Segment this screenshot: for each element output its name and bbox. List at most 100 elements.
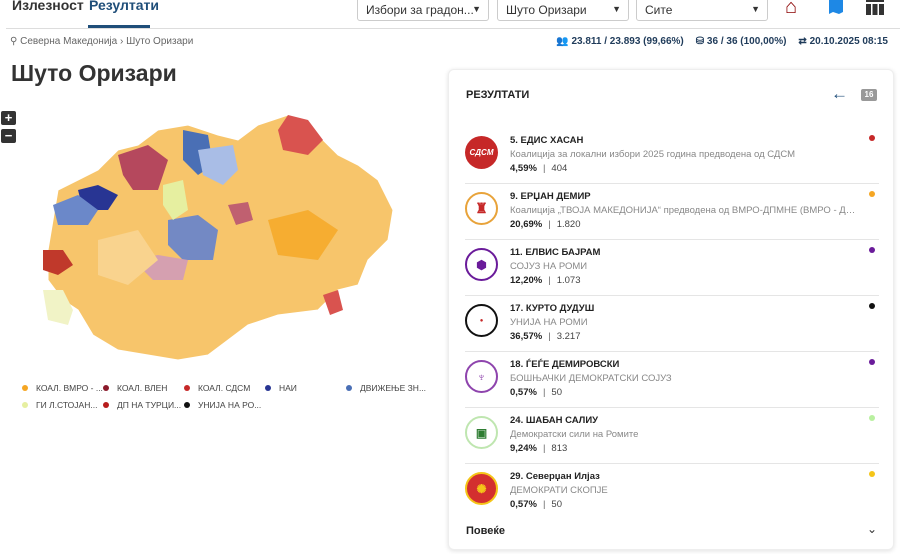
count-badge: 16 <box>861 89 877 101</box>
result-votes: 3.217 <box>556 331 581 342</box>
divider <box>6 28 900 29</box>
results-title: РЕЗУЛТАТИ <box>466 89 530 101</box>
results-panel: РЕЗУЛТАТИ ← 16 СДСМ 5. ЕДИС ХАСАН Коалиц… <box>448 69 894 550</box>
map-region[interactable] <box>53 195 98 225</box>
legend-label: ГИ Л.СТОЈАН... <box>36 400 98 410</box>
candidate-name: 5. ЕДИС ХАСАН <box>510 135 584 146</box>
party-name: БОШЊАЧКИ ДЕМОКРАТСКИ СОЈУЗ <box>510 373 672 384</box>
separator: | <box>548 219 551 230</box>
legend-label: НАИ <box>279 383 297 393</box>
legend-item[interactable]: НАИ <box>265 383 297 393</box>
result-row[interactable]: ● 17. КУРТО ДУДУШ УНИЈА НА РОМИ 36,57% | 3… <box>465 296 879 352</box>
candidate-name: 18. ЃЕЃЕ ДЕМИРОВСКИ <box>510 359 620 370</box>
result-votes: 50 <box>551 387 562 398</box>
back-arrow-icon[interactable]: ← <box>831 84 848 103</box>
chevron-down-icon[interactable]: ⌄ <box>866 522 877 536</box>
party-color-dot <box>869 247 875 253</box>
election-select-value: Избори за градон... <box>366 3 474 17</box>
party-logo-icon: ♆ <box>465 360 498 393</box>
result-values: 0,57% | 50 <box>510 387 562 398</box>
caret-down-icon: ▼ <box>472 4 481 14</box>
table-icon[interactable] <box>866 0 884 21</box>
result-percent: 0,57% <box>510 387 537 398</box>
result-row[interactable]: ⬢ 11. ЕЛВИС БАЈРАМ СОЈУЗ НА РОМИ 12,20% |… <box>465 240 879 296</box>
legend-label: КОАЛ. ВЛЕН <box>117 383 168 393</box>
result-row[interactable]: ♜ 9. ЕРЏАН ДЕМИР Коалиција „ТВОЈА МАКЕДО… <box>465 184 879 240</box>
breadcrumb: ⚲ Северна Македонија › Шуто Оризари <box>10 36 193 47</box>
candidate-name: 9. ЕРЏАН ДЕМИР <box>510 191 591 202</box>
tab-turnout[interactable]: Излезност <box>12 0 84 13</box>
party-logo-icon: ● <box>465 304 498 337</box>
map-region[interactable] <box>168 215 218 260</box>
legend-dot <box>103 385 109 391</box>
result-votes: 1.820 <box>556 219 581 230</box>
updated-stat: ⇄ 20.10.2025 08:15 <box>798 36 888 47</box>
party-name: Коалиција за локални избори 2025 година … <box>510 149 796 160</box>
legend-item[interactable]: ДВИЖЕЊЕ ЗН... <box>346 383 426 393</box>
result-values: 9,24% | 813 <box>510 443 567 454</box>
party-color-dot <box>869 135 875 141</box>
stations-value: 36 / 36 (100,00%) <box>706 36 787 47</box>
map-region[interactable] <box>268 210 338 260</box>
updated-value: 20.10.2025 08:15 <box>809 36 888 47</box>
more-button[interactable]: Повеќе <box>466 525 505 537</box>
legend-label: КОАЛ. ВМРО - ... <box>36 383 103 393</box>
municipality-map[interactable] <box>38 110 398 360</box>
separator: | <box>548 275 551 286</box>
legend-item[interactable]: ДП НА ТУРЦИ... <box>103 400 181 410</box>
party-logo-icon: ♜ <box>465 192 498 225</box>
map-region[interactable] <box>228 202 253 225</box>
result-votes: 50 <box>551 499 562 510</box>
legend-dot <box>184 385 190 391</box>
party-color-dot <box>869 415 875 421</box>
map-icon[interactable] <box>828 0 844 20</box>
candidate-name: 24. ШАБАН САЛИУ <box>510 415 599 426</box>
result-votes: 1.073 <box>556 275 581 286</box>
separator: | <box>542 163 546 174</box>
caret-down-icon: ▼ <box>612 4 621 14</box>
result-row[interactable]: ▣ 24. ШАБАН САЛИУ Демократски сили на Ро… <box>465 408 879 464</box>
party-color-dot <box>869 359 875 365</box>
party-name: СОЈУЗ НА РОМИ <box>510 261 588 272</box>
zoom-in-button[interactable]: + <box>1 111 16 125</box>
ballot-icon: ⛁ <box>695 36 707 47</box>
tab-results[interactable]: Резултати <box>89 0 159 13</box>
party-color-dot <box>869 471 875 477</box>
election-select[interactable]: Избори за градон... ▼ <box>357 0 489 21</box>
map-region[interactable] <box>278 115 323 155</box>
candidate-name: 11. ЕЛВИС БАЈРАМ <box>510 247 601 258</box>
legend-item[interactable]: КОАЛ. ВЛЕН <box>103 383 167 393</box>
party-logo-icon: ✺ <box>465 472 498 505</box>
scope-select[interactable]: Сите ▼ <box>636 0 768 21</box>
legend-item[interactable]: УНИЈА НА РО... <box>184 400 261 410</box>
legend-item[interactable]: ГИ Л.СТОЈАН... <box>22 400 97 410</box>
municipality-select[interactable]: Шуто Оризари ▼ <box>497 0 629 21</box>
result-row[interactable]: ✺ 29. Северџан Илјаз ДЕМОКРАТИ СКОПЈЕ 0,… <box>465 464 879 520</box>
party-logo-icon: СДСМ <box>465 136 498 169</box>
map-region[interactable] <box>118 145 168 190</box>
map-region[interactable] <box>323 290 343 315</box>
legend-label: УНИЈА НА РО... <box>198 400 262 410</box>
legend-label: ДП НА ТУРЦИ... <box>117 400 182 410</box>
legend-dot <box>265 385 271 391</box>
legend-dot <box>346 385 352 391</box>
map-region[interactable] <box>43 250 73 275</box>
candidate-name: 17. КУРТО ДУДУШ <box>510 303 595 314</box>
legend-item[interactable]: КОАЛ. ВМРО - ... <box>22 383 103 393</box>
home-icon[interactable]: ⌂ <box>785 0 798 18</box>
zoom-out-button[interactable]: − <box>1 129 16 143</box>
map-region[interactable] <box>98 230 158 285</box>
map-region[interactable] <box>43 290 73 325</box>
map-region[interactable] <box>198 145 238 185</box>
sync-arrows-icon: ⇄ <box>798 36 810 47</box>
map-region[interactable] <box>163 180 188 220</box>
result-values: 20,69% | 1.820 <box>510 219 580 230</box>
turnout-stat: 👥 23.811 / 23.893 (99,66%) <box>556 36 684 47</box>
result-row[interactable]: СДСМ 5. ЕДИС ХАСАН Коалиција за локални … <box>465 128 879 184</box>
legend-item[interactable]: КОАЛ. СДСМ <box>184 383 250 393</box>
result-percent: 4,59% <box>510 163 537 174</box>
result-row[interactable]: ♆ 18. ЃЕЃЕ ДЕМИРОВСКИ БОШЊАЧКИ ДЕМОКРАТС… <box>465 352 879 408</box>
stations-stat: ⛁ 36 / 36 (100,00%) <box>696 36 787 47</box>
party-name: Демократски сили на Ромите <box>510 429 639 440</box>
legend-dot <box>103 402 109 408</box>
